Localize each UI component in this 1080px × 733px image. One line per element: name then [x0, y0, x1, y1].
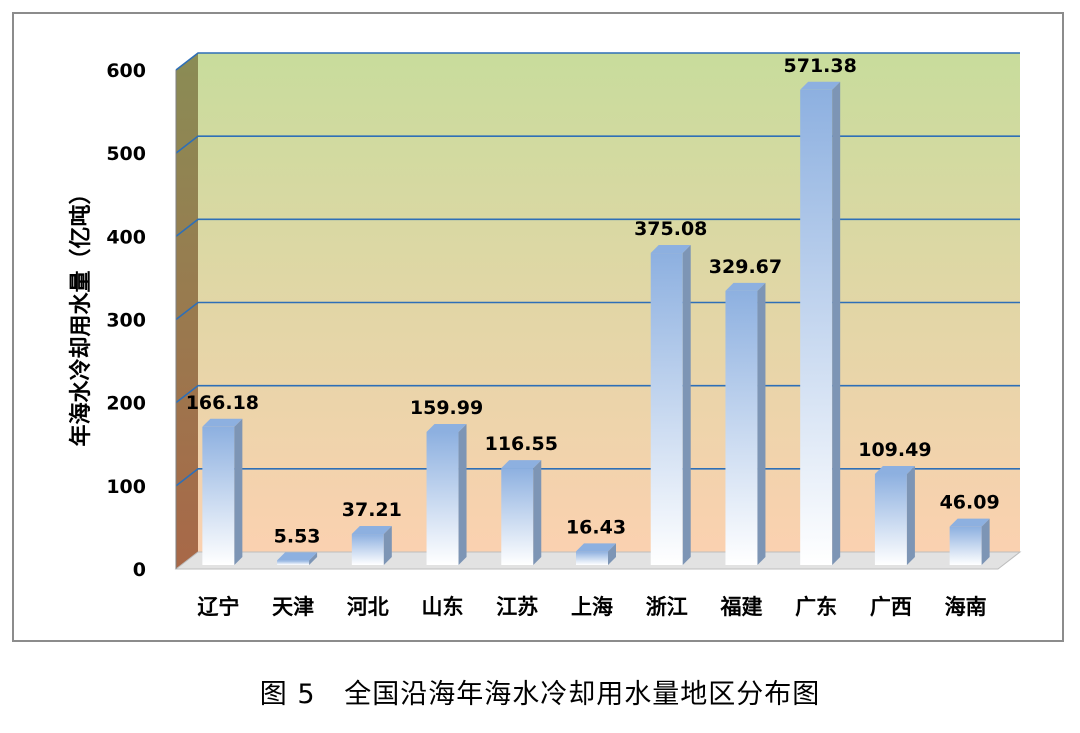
bar-top — [949, 518, 990, 527]
bar-top — [426, 423, 467, 432]
data-label: 329.67 — [709, 256, 782, 278]
data-label: 159.99 — [410, 397, 483, 419]
bar-top — [576, 543, 616, 552]
bar-top — [351, 526, 392, 535]
bar-top — [725, 282, 766, 291]
bar-top — [650, 245, 691, 254]
bar-top — [800, 81, 841, 90]
bar — [202, 426, 235, 565]
gridline — [175, 52, 1020, 71]
data-label: 571.38 — [784, 55, 857, 77]
bar — [426, 431, 459, 565]
y-tick-label: 200 — [106, 393, 146, 415]
data-label: 166.18 — [186, 392, 259, 414]
bar — [650, 253, 683, 565]
data-label: 16.43 — [566, 516, 626, 538]
bar-side — [906, 465, 915, 565]
bar-side — [383, 526, 392, 565]
x-category-label: 上海 — [571, 595, 613, 619]
bar-side — [682, 245, 691, 565]
data-label: 5.53 — [274, 525, 321, 547]
bar-side — [234, 418, 243, 565]
gridline — [175, 218, 1020, 237]
x-category-label: 天津 — [272, 595, 314, 619]
x-category-label: 浙江 — [646, 595, 688, 619]
x-category-label: 江苏 — [496, 595, 538, 619]
y-tick-label: 500 — [106, 143, 146, 165]
data-label: 37.21 — [342, 499, 402, 521]
x-category-label: 广东 — [795, 595, 837, 619]
x-category-label: 海南 — [945, 595, 987, 619]
bar-side — [533, 460, 542, 565]
y-tick-label: 0 — [133, 559, 146, 581]
bar-top — [874, 465, 915, 474]
bar-side — [309, 552, 318, 565]
bar-top — [277, 552, 318, 561]
bar-side — [458, 423, 467, 565]
data-label: 46.09 — [940, 492, 1000, 514]
bar-side — [608, 543, 616, 565]
bar — [277, 560, 310, 565]
bar — [501, 468, 534, 565]
bar — [351, 534, 384, 565]
y-tick-label: 600 — [106, 60, 146, 82]
bar-side — [832, 81, 841, 565]
data-label: 116.55 — [485, 433, 558, 455]
x-category-label: 辽宁 — [197, 595, 239, 619]
y-tick-label: 100 — [106, 476, 146, 498]
bar-top — [202, 418, 243, 427]
bar — [949, 526, 982, 565]
bar-side — [981, 518, 990, 565]
figure-caption: 图 5 全国沿海年海水冷却用水量地区分布图 — [259, 679, 821, 710]
gridline — [175, 135, 1020, 154]
bar-chart: 0 100 200 300 400 500 600 年海水冷却用水量（亿吨） 166.18 辽宁 5… — [68, 52, 1022, 619]
bar-top — [501, 460, 542, 469]
x-category-label: 山东 — [422, 595, 464, 619]
bar — [725, 290, 758, 565]
bar — [874, 473, 907, 565]
x-category-label: 广西 — [870, 595, 912, 619]
bar-side — [757, 282, 766, 565]
bar — [800, 89, 833, 565]
x-category-label: 河北 — [347, 595, 389, 619]
data-label: 109.49 — [858, 439, 931, 461]
bar — [576, 551, 608, 565]
data-label: 375.08 — [634, 218, 707, 240]
x-category-label: 福建 — [719, 595, 762, 619]
y-axis-title: 年海水冷却用水量（亿吨） — [68, 182, 94, 446]
y-tick-label: 400 — [106, 226, 146, 248]
y-tick-label: 300 — [106, 310, 146, 332]
